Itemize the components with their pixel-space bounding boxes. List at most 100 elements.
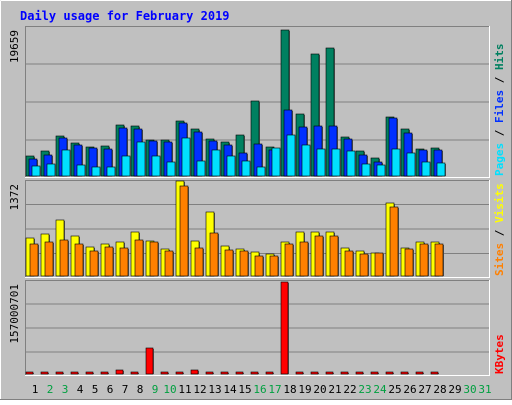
bar-pages-day-10: [166, 161, 176, 177]
legend-entry: /: [493, 223, 506, 243]
bar-pages-day-21: [331, 148, 341, 177]
x-tick-label-day-27: 27: [418, 383, 431, 396]
bar-kbytes-day-2: [40, 371, 49, 375]
panel-legend: KBytes: [493, 334, 506, 374]
bar-kbytes-day-21: [325, 371, 334, 375]
x-tick-label-day-19: 19: [298, 383, 311, 396]
bar-sites-day-12: [194, 247, 204, 277]
x-tick-label-day-17: 17: [268, 383, 281, 396]
bar-kbytes-day-8: [130, 371, 139, 375]
bar-sites-day-26: [404, 248, 414, 277]
x-tick-label-day-18: 18: [283, 383, 296, 396]
bar-kbytes-day-24: [370, 371, 379, 375]
bar-pages-day-13: [211, 149, 221, 177]
x-tick-label-day-30: 30: [463, 383, 476, 396]
bar-pages-day-20: [316, 148, 326, 177]
bar-kbytes-day-19: [295, 371, 304, 375]
legend-entry: Sites: [493, 243, 506, 276]
bar-sites-day-11: [179, 185, 189, 277]
bar-kbytes-day-6: [100, 371, 109, 375]
bar-sites-day-24: [374, 252, 384, 277]
bar-pages-day-1: [31, 165, 41, 177]
bar-sites-day-25: [389, 206, 399, 277]
panels-layer: 19659 Pages / Files / Hits 1372 Sites / Vis…: [8, 26, 506, 376]
x-tick-label-day-24: 24: [373, 383, 387, 396]
bar-sites-day-17: [269, 255, 279, 277]
bar-pages-day-9: [151, 155, 161, 177]
bar-sites-day-7: [119, 247, 129, 277]
x-tick-label-day-12: 12: [193, 383, 206, 396]
bar-pages-day-12: [196, 160, 206, 177]
bar-sites-day-23: [359, 253, 369, 277]
bar-kbytes-day-23: [355, 371, 364, 375]
bar-kbytes-day-25: [385, 371, 394, 375]
legend-entry: /: [493, 123, 506, 143]
bar-sites-day-21: [329, 235, 339, 277]
x-tick-label-day-25: 25: [388, 383, 401, 396]
x-tick-label-day-8: 8: [137, 383, 144, 396]
bar-sites-day-14: [224, 249, 234, 277]
x-tick-label-day-22: 22: [343, 383, 356, 396]
bar-kbytes-day-28: [430, 371, 439, 375]
bar-pages-day-7: [121, 155, 131, 177]
x-tick-label-day-3: 3: [62, 383, 69, 396]
bar-pages-day-26: [406, 152, 416, 177]
bar-kbytes-day-7: [115, 369, 124, 375]
bar-sites-day-16: [254, 255, 264, 277]
bar-pages-day-22: [346, 150, 356, 177]
legend-entry: Pages: [493, 143, 506, 176]
panel-visits-sites: 1372 Sites / Visits: [8, 180, 506, 278]
bar-sites-day-6: [104, 246, 114, 277]
y-max-label: 19659: [8, 30, 21, 63]
bar-kbytes-day-20: [310, 371, 319, 375]
bar-pages-day-4: [76, 164, 86, 177]
bar-sites-day-20: [314, 235, 324, 277]
x-tick-label-day-2: 2: [47, 383, 54, 396]
bar-kbytes-day-26: [400, 371, 409, 375]
x-axis-tick-labels: 1 2 3 4 5 6 7 8 9 10 11 12 13 14 15 16 17 18 19 20 21 22 23 24 2…: [32, 383, 492, 396]
bar-pages-day-3: [61, 149, 71, 177]
panel-kbytes: 157000701 KBytes: [8, 280, 506, 376]
y-max-label: 1372: [8, 184, 21, 211]
x-tick-label-day-14: 14: [223, 383, 237, 396]
series-kbytes: [25, 281, 439, 375]
bar-sites-day-28: [434, 243, 444, 277]
bar-pages-day-16: [256, 166, 266, 177]
bar-sites-day-8: [134, 239, 144, 277]
panel-legend: Sites / Visits: [493, 183, 506, 276]
bar-sites-day-10: [164, 250, 174, 277]
panel-hits-files-pages: 19659 Pages / Files / Hits: [8, 26, 506, 178]
bar-kbytes-day-22: [340, 371, 349, 375]
x-tick-label-day-31: 31: [478, 383, 491, 396]
bar-pages-day-18: [286, 134, 296, 177]
series-sites: [29, 185, 444, 277]
x-tick-label-day-4: 4: [77, 383, 84, 396]
x-tick-label-day-6: 6: [107, 383, 114, 396]
legend-entry: KBytes: [493, 334, 506, 374]
y-max-label: 157000701: [8, 284, 21, 344]
x-tick-label-day-28: 28: [433, 383, 446, 396]
series-pages: [31, 134, 446, 177]
bar-pages-day-17: [271, 147, 281, 177]
bar-sites-day-1: [29, 243, 39, 277]
bar-pages-day-27: [421, 161, 431, 177]
bar-sites-day-18: [284, 243, 294, 277]
bar-pages-day-24: [376, 164, 386, 177]
legend-entry: /: [493, 70, 506, 90]
x-tick-label-day-21: 21: [328, 383, 341, 396]
bar-sites-day-27: [419, 243, 429, 277]
legend-entry: Visits: [493, 183, 506, 223]
bar-pages-day-25: [391, 148, 401, 177]
bar-pages-day-8: [136, 141, 146, 177]
bar-kbytes-day-17: [265, 371, 274, 375]
x-tick-label-day-7: 7: [122, 383, 129, 396]
panel-legend: Pages / Files / Hits: [493, 44, 506, 177]
x-tick-label-day-5: 5: [92, 383, 99, 396]
bar-kbytes-day-14: [220, 371, 229, 375]
bar-pages-day-6: [106, 166, 116, 177]
bar-kbytes-day-4: [70, 371, 79, 375]
legend-entry: Files: [493, 90, 506, 123]
bar-sites-day-4: [74, 243, 84, 277]
